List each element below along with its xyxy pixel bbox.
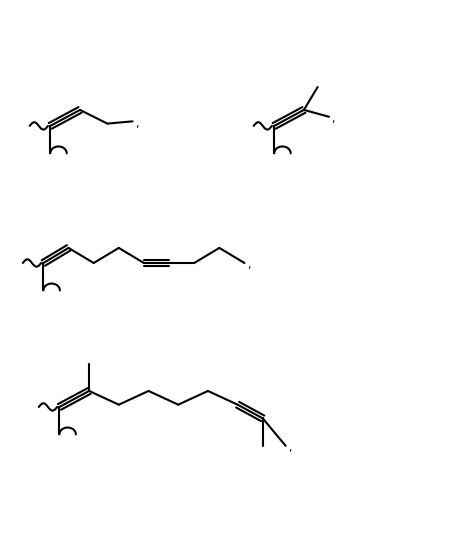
Text: ,: , (135, 119, 138, 129)
Text: ,: , (288, 443, 292, 453)
Text: ,: , (247, 260, 250, 270)
Text: ,: , (331, 114, 335, 124)
